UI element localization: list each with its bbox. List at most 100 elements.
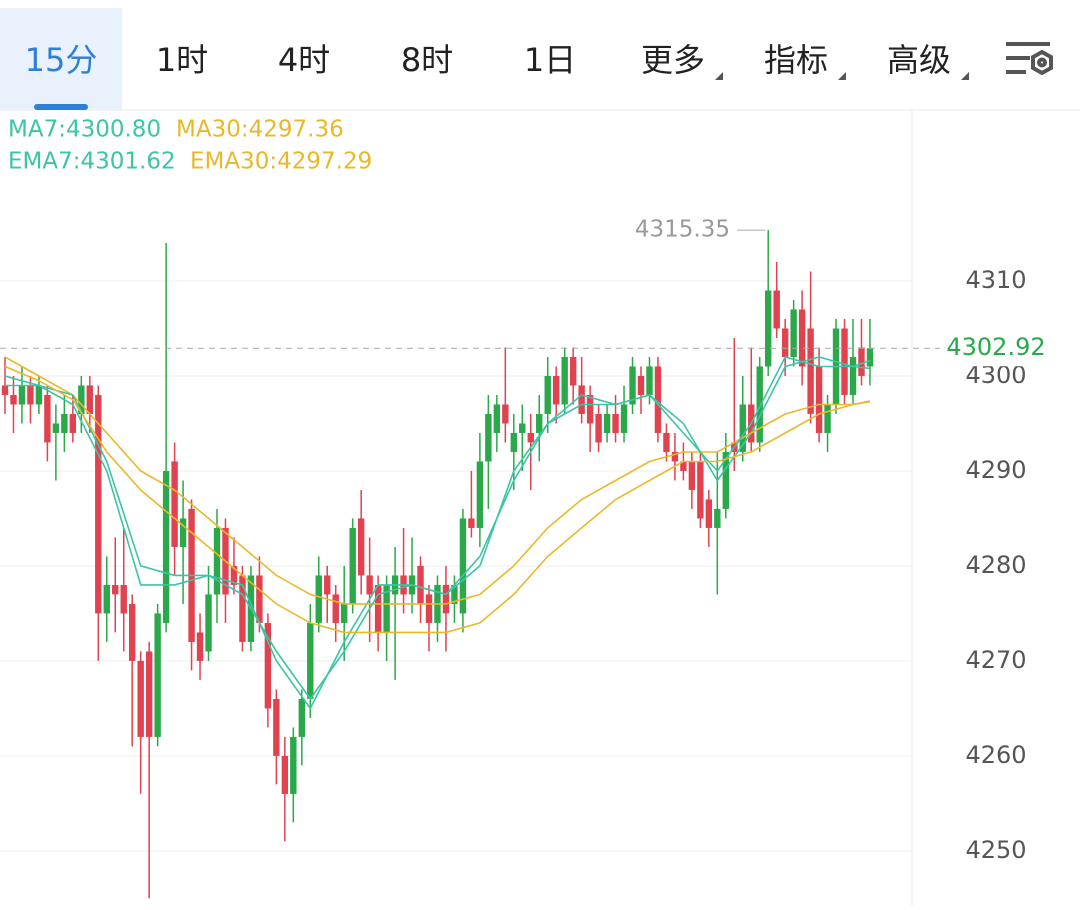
candle-body [78, 385, 85, 414]
candle-body [417, 565, 424, 604]
tab[interactable]: 15分 [25, 41, 98, 79]
candle-body [468, 518, 475, 528]
candle-body [27, 385, 34, 405]
candle-body [476, 461, 484, 528]
candle-body [637, 375, 645, 395]
tab[interactable]: 8时 [401, 41, 453, 79]
candle-body [264, 622, 272, 709]
candle-body [663, 432, 670, 452]
candle-body [553, 375, 560, 405]
settings-icon[interactable] [1006, 42, 1053, 76]
legend-entry: MA7:4300.80 [8, 117, 161, 143]
candle-body [95, 394, 102, 614]
candle-body [620, 404, 628, 433]
candle-body [179, 518, 187, 547]
candle-body [213, 527, 221, 595]
candle-body [44, 394, 51, 443]
candle-body [790, 309, 797, 357]
y-tick-label: 4310 [965, 266, 1026, 294]
candle-body [722, 451, 729, 509]
candle-body [756, 366, 763, 443]
y-tick-label: 4260 [965, 741, 1026, 769]
candle-body [239, 575, 246, 642]
candle-body [781, 328, 789, 357]
candle-body [10, 394, 17, 405]
y-tick-label: 4250 [965, 836, 1026, 864]
indicator-line [4, 356, 871, 701]
candle-body [849, 356, 857, 395]
candle-body [307, 622, 314, 699]
candle-body [527, 432, 534, 443]
y-tick-label: 4290 [965, 456, 1026, 484]
tab[interactable]: 更多 [641, 41, 705, 79]
active-tab-indicator [34, 104, 88, 110]
candle-body [298, 698, 305, 737]
candle-body [35, 385, 43, 405]
candle-body [654, 366, 662, 433]
dropdown-caret [715, 72, 723, 80]
candle-body [519, 423, 526, 433]
candle-body [341, 603, 348, 623]
candle-body [815, 366, 823, 433]
tab[interactable]: 1时 [156, 41, 208, 79]
candle-body [324, 575, 331, 595]
candle-body [612, 413, 619, 433]
candle-body [824, 404, 831, 433]
candle-body [866, 348, 874, 367]
candle-body [671, 451, 679, 462]
candle-body [798, 309, 806, 367]
candle-body [196, 632, 204, 661]
last-price-box [940, 330, 1080, 367]
candle-body [281, 755, 289, 794]
legend-entry: EMA30:4297.29 [190, 149, 372, 175]
candle-body [807, 328, 814, 414]
candle-body [714, 508, 721, 528]
high-label: 4315.35 [635, 217, 730, 243]
tab[interactable]: 4时 [278, 41, 330, 79]
candle-body [374, 584, 382, 633]
candle-body [841, 328, 848, 395]
candle-body [536, 413, 543, 433]
candle-body [162, 470, 170, 623]
candle-body [256, 575, 263, 623]
candle-body [544, 375, 551, 414]
candle-body [18, 385, 26, 405]
candle-body [1, 385, 9, 395]
active-tab-bg [0, 8, 122, 110]
candle-body [451, 584, 458, 604]
candle-body [697, 461, 704, 519]
y-tick-label: 4270 [965, 646, 1026, 674]
tab[interactable]: 高级 [887, 41, 951, 79]
candle-body [120, 584, 127, 614]
candle-body [705, 499, 713, 528]
candle-body [646, 366, 653, 395]
dropdown-caret [961, 72, 969, 80]
candle-body [205, 594, 212, 652]
candle-body [154, 613, 161, 737]
legend-entry: MA30:4297.36 [176, 117, 344, 143]
icon-dot [1037, 57, 1047, 68]
candle-body [171, 461, 178, 547]
candle-body [332, 594, 339, 623]
candle-body [569, 356, 577, 386]
candle-body [680, 461, 687, 471]
tab[interactable]: 1日 [524, 41, 576, 79]
candle-body [145, 651, 153, 737]
candle-body [425, 594, 433, 623]
last-price-label: 4302.92 [946, 333, 1045, 361]
candle-body [595, 413, 602, 443]
candle-body [586, 394, 594, 424]
candle-body [137, 660, 144, 737]
candle-body [290, 736, 297, 794]
candle-body [773, 290, 780, 329]
candle-body [442, 584, 450, 614]
candle-body [739, 404, 746, 452]
candle-body [485, 413, 492, 462]
tab[interactable]: 指标 [764, 41, 828, 79]
candle-body [61, 413, 68, 433]
icon-hex [1031, 49, 1053, 76]
candle-body [858, 347, 865, 376]
candle-body [765, 290, 772, 367]
candle-body [52, 423, 60, 433]
